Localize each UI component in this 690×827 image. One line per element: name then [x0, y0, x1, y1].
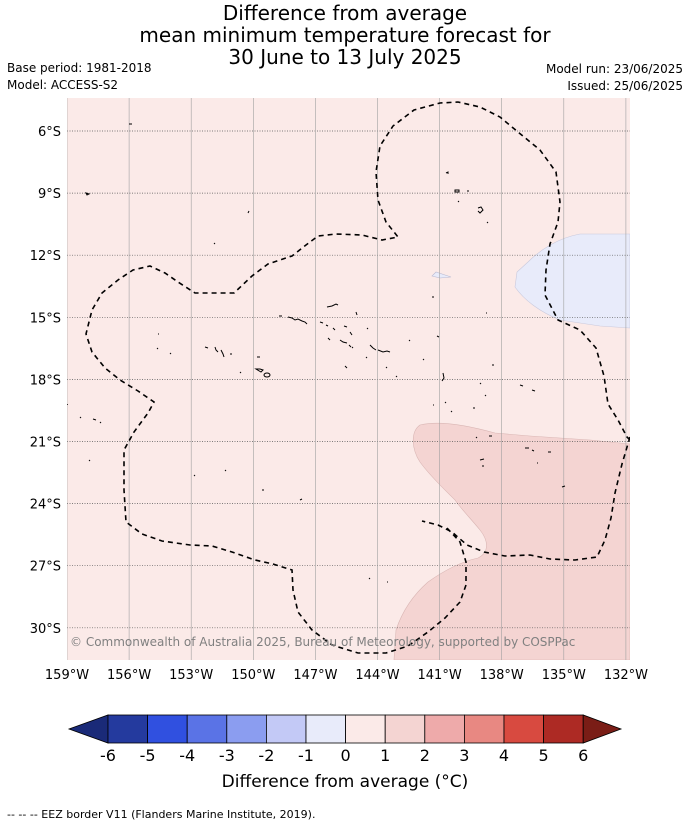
meta-left: Base period: 1981-2018 Model: ACCESS-S2	[7, 60, 152, 94]
colorbar-swatch	[265, 714, 307, 744]
colorbar-swatch	[543, 714, 584, 744]
colorbar-tick-label: -6	[100, 746, 116, 765]
colorbar-swatch	[226, 714, 267, 744]
colorbar-swatch	[463, 714, 505, 744]
colorbar-tick-label: 0	[341, 746, 351, 765]
lat-tick-label: 6°S	[38, 125, 61, 140]
title-line-2: mean minimum temperature forecast for	[139, 23, 551, 47]
colorbar-swatch	[345, 714, 386, 744]
map-area: © Commonwealth of Australia 2025, Bureau…	[67, 98, 630, 660]
colorbar-tick-label: 2	[420, 746, 430, 765]
anomaly-blob-small	[431, 271, 452, 279]
copyright-text: © Commonwealth of Australia 2025, Bureau…	[70, 635, 575, 649]
colorbar-swatch	[424, 714, 465, 744]
lon-tick-label: 159°W	[45, 668, 89, 683]
lon-tick-label: 153°W	[169, 668, 213, 683]
colorbar-extend-low	[67, 714, 109, 744]
lon-tick-label: 132°W	[604, 668, 648, 683]
colorbar-swatch	[384, 714, 426, 744]
colorbar-tick-label: 4	[499, 746, 509, 765]
lon-tick-label: 144°W	[355, 668, 399, 683]
model-name: Model: ACCESS-S2	[7, 78, 119, 92]
lon-tick-label: 147°W	[293, 668, 337, 683]
colorbar-swatch	[503, 714, 544, 744]
issued-date: Issued: 25/06/2025	[567, 79, 683, 93]
latitude-labels: 6°S 9°S 12°S 15°S 18°S 21°S 24°S 27°S 30°S	[30, 125, 61, 637]
lon-tick-label: 135°W	[542, 668, 586, 683]
base-period: Base period: 1981-2018	[7, 61, 152, 75]
meta-right: Model run: 23/06/2025 Issued: 25/06/2025	[546, 61, 683, 95]
lat-tick-label: 9°S	[38, 187, 61, 202]
lon-tick-label: 138°W	[480, 668, 524, 683]
lat-tick-label: 15°S	[30, 311, 61, 326]
colorbar-tick-label: -5	[140, 746, 156, 765]
gridlines	[67, 98, 630, 660]
colorbar-swatch	[107, 714, 148, 744]
colorbar-tick-label: 5	[539, 746, 549, 765]
colorbar: -6 -5 -4 -3 -2 -1 0 1 2 3 4 5 6	[67, 714, 623, 765]
anomaly-region-positive	[393, 422, 630, 660]
lat-tick-label: 27°S	[30, 560, 61, 575]
title-line-1: Difference from average	[222, 1, 468, 25]
lon-tick-label: 150°W	[231, 668, 275, 683]
colorbar-tick-label: -1	[298, 746, 314, 765]
colorbar-tick-label: 3	[459, 746, 469, 765]
lat-tick-label: 24°S	[30, 498, 61, 513]
lat-tick-label: 30°S	[30, 622, 61, 637]
eez-border	[67, 101, 630, 654]
map-title: Difference from average mean minimum tem…	[0, 2, 690, 68]
colorbar-tick-label: 1	[380, 746, 390, 765]
colorbar-swatch	[305, 714, 346, 744]
colorbar-tick-label: 6	[578, 746, 588, 765]
title-line-3: 30 June to 13 July 2025	[228, 45, 462, 69]
lat-tick-label: 21°S	[30, 436, 61, 451]
lat-tick-label: 18°S	[30, 373, 61, 388]
colorbar-extend-high	[582, 714, 623, 744]
islands	[79, 123, 566, 583]
colorbar-label: Difference from average (°C)	[221, 772, 469, 792]
lon-tick-label: 141°W	[418, 668, 462, 683]
colorbar-swatch	[147, 714, 188, 744]
lon-tick-label: 156°W	[107, 668, 151, 683]
colorbar-tick-label: -2	[258, 746, 274, 765]
lat-tick-label: 12°S	[30, 249, 61, 264]
colorbar-tick-label: -4	[179, 746, 195, 765]
anomaly-region-negative	[514, 233, 630, 329]
eez-footer-note: -- -- -- EEZ border V11 (Flanders Marine…	[7, 808, 316, 821]
longitude-labels: 159°W 156°W 153°W 150°W 147°W 144°W 141°W 138°W…	[45, 668, 648, 683]
colorbar-swatch	[186, 714, 228, 744]
colorbar-tick-label: -3	[219, 746, 235, 765]
model-run: Model run: 23/06/2025	[545, 62, 683, 76]
